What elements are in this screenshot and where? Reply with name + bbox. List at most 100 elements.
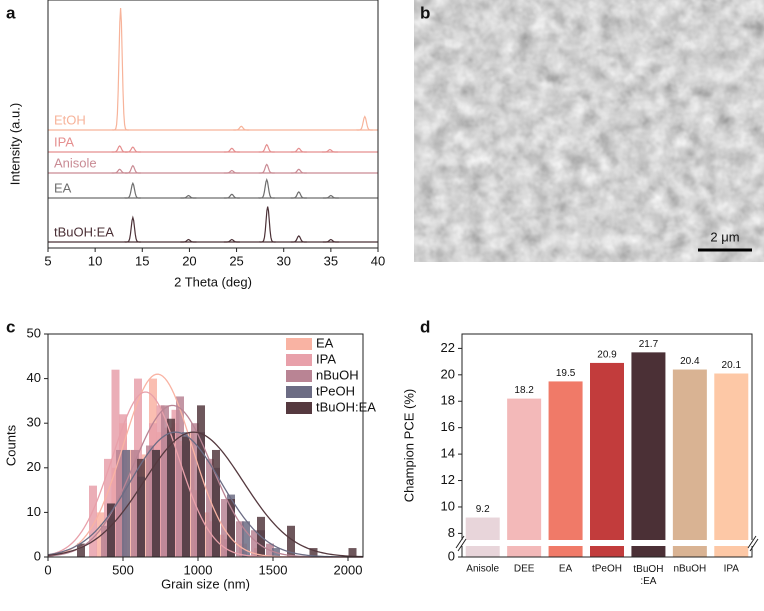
xrd-peak — [290, 168, 307, 174]
x-tick-label: tPeOH — [592, 564, 622, 575]
x-tick-label: 40 — [371, 253, 385, 268]
x-tick-label: nBuOH — [673, 564, 706, 575]
xrd-peak — [223, 147, 240, 153]
xrd-peak — [290, 147, 307, 153]
plot-frame — [47, 333, 364, 558]
histogram-bar — [161, 405, 169, 557]
y-axis-label: Champion PCE (%) — [401, 389, 416, 502]
xrd-peak — [223, 169, 240, 174]
x-tick-label: DEE — [514, 564, 535, 575]
y-tick-label: 20 — [27, 459, 41, 474]
xrd-peak — [124, 164, 141, 174]
x-tick-label: 500 — [112, 562, 134, 577]
xrd-peak — [322, 194, 339, 199]
x-tick-label: 1000 — [184, 562, 213, 577]
y-tick-label: 50 — [27, 325, 41, 340]
y-tick-label: 8 — [448, 525, 455, 540]
y-tick-label: 30 — [27, 415, 41, 430]
xrd-peak — [258, 143, 275, 153]
value-label: 19.5 — [556, 368, 576, 379]
x-tick-label: 30 — [276, 253, 290, 268]
sem-image — [414, 0, 764, 262]
y-tick-label: 10 — [441, 498, 455, 513]
value-label: 9.2 — [476, 504, 490, 515]
histogram-bar — [309, 548, 318, 557]
x-tick-label: IPA — [724, 564, 740, 575]
series-label: IPA — [54, 134, 74, 149]
break-mark — [455, 535, 759, 552]
histogram-bar — [186, 432, 195, 557]
x-tick-label: 0 — [44, 562, 51, 577]
x-tick-label: 10 — [88, 253, 102, 268]
value-label: 20.9 — [597, 350, 617, 361]
fit-curve — [47, 431, 364, 558]
xrd-peak — [223, 193, 240, 199]
bar — [672, 369, 707, 557]
histogram-bar — [242, 521, 250, 557]
xrd-peak — [180, 238, 197, 243]
x-tick-label: EA — [559, 564, 573, 575]
histogram-bar — [137, 458, 145, 557]
y-tick-label: 40 — [27, 370, 41, 385]
xrd-peak — [322, 238, 339, 243]
histogram-bar — [251, 530, 259, 557]
x-tick-label: 35 — [324, 253, 338, 268]
histogram-bar — [206, 458, 214, 557]
fit-curve — [47, 431, 364, 558]
value-label: 21.7 — [639, 339, 659, 350]
xrd-peak — [321, 148, 338, 153]
y-tick-label: 10 — [27, 504, 41, 519]
histogram-bar — [287, 525, 295, 557]
histogram-bar — [201, 512, 210, 557]
histogram-bar — [182, 436, 190, 557]
histogram-bar — [126, 449, 135, 557]
y-tick-label: 20 — [441, 366, 455, 381]
histogram-bar — [197, 405, 205, 557]
xrd-peak — [258, 163, 275, 174]
xrd-peak — [124, 146, 141, 153]
xrd-peak — [111, 145, 128, 153]
xrd-peak — [258, 177, 275, 199]
y-tick-label: 0 — [34, 548, 41, 563]
bar — [714, 373, 749, 557]
histogram-bar — [156, 405, 165, 557]
bar — [507, 398, 542, 557]
series-label: tBuOH:EA — [54, 224, 114, 239]
xrd-peak — [112, 7, 129, 131]
histogram-bar — [96, 512, 105, 557]
bar — [590, 362, 624, 557]
legend-label: tBuOH:EA — [316, 399, 376, 414]
x-tick-label: Anisole — [466, 564, 499, 575]
legend-swatch — [286, 402, 312, 414]
panel-letter: a — [6, 3, 16, 22]
histogram-bar — [146, 445, 154, 557]
histogram-bar — [77, 543, 85, 557]
y-tick-label: 0 — [448, 548, 455, 563]
legend-label: tPeOH — [316, 383, 355, 398]
histogram-bar — [216, 534, 225, 557]
panel-letter: b — [420, 3, 430, 22]
histogram-bar — [89, 485, 97, 557]
value-label: 20.1 — [722, 360, 742, 371]
legend-label: nBuOH — [316, 367, 359, 382]
legend-swatch — [286, 386, 312, 398]
histogram-bar — [176, 396, 184, 557]
histogram-bar — [227, 499, 235, 557]
xrd-peak — [290, 191, 307, 199]
plot-frame — [461, 333, 753, 558]
xrd-peak — [124, 215, 141, 243]
histogram-bar — [212, 449, 220, 557]
plot-frame — [47, 0, 379, 249]
histogram-bar — [171, 409, 180, 557]
histogram-bar — [167, 418, 175, 557]
histogram-bar — [141, 454, 150, 557]
bar — [631, 352, 666, 557]
panel-letter: c — [6, 317, 15, 336]
y-tick-label: 16 — [441, 419, 455, 434]
legend-swatch — [286, 370, 312, 382]
x-axis-label: Grain size (nm) — [161, 576, 250, 591]
legend-swatch — [286, 338, 312, 350]
histogram-bar — [107, 503, 115, 557]
x-axis-label: 2 Theta (deg) — [174, 274, 252, 289]
